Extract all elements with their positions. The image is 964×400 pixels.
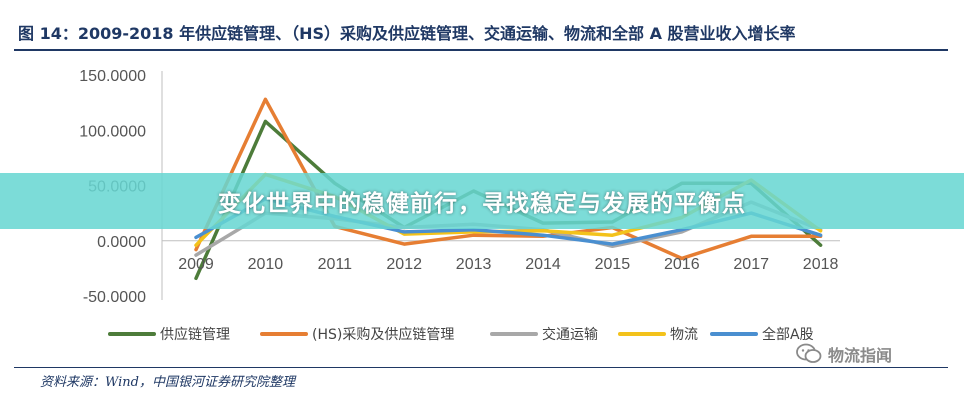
- x-tick-label: 2014: [525, 256, 561, 273]
- banner-text: 变化世界中的稳健前行，寻找稳定与发展的平衡点: [218, 191, 746, 217]
- y-tick-label: 0.0000: [97, 234, 146, 251]
- x-tick-label: 2012: [386, 256, 422, 273]
- source-note: 资料来源：Wind，中国银河证券研究院整理: [40, 375, 295, 390]
- x-tick-label: 2018: [803, 256, 839, 273]
- legend-label: 交通运输: [542, 326, 598, 343]
- x-tick-label: 2009: [178, 256, 214, 273]
- title-divider: [14, 49, 948, 51]
- watermark-text: 物流指闻: [828, 346, 893, 365]
- legend-label: 物流: [670, 327, 698, 343]
- legend-label: 供应链管理: [160, 326, 230, 343]
- y-tick-label: 100.0000: [79, 123, 146, 140]
- legend: 供应链管理 (HS)采购及供应链管理 交通运输 物流 全部A股: [108, 326, 814, 343]
- x-tick-label: 2016: [664, 256, 700, 273]
- figure-title: 图 14：2009-2018 年供应链管理、（HS）采购及供应链管理、交通运输、…: [18, 24, 796, 43]
- legend-label: 全部A股: [762, 326, 814, 343]
- y-tick-label: 150.0000: [79, 68, 146, 85]
- watermark: 物流指闻: [796, 342, 892, 366]
- x-tick-labels: 2009 2010 2011 2012 2013 2014 2015 2016 2017 2018: [178, 256, 838, 273]
- wechat-icon: [796, 343, 822, 365]
- series-line-2: [194, 97, 823, 261]
- x-tick-label: 2015: [595, 256, 631, 273]
- headline-banner: 变化世界中的稳健前行，寻找稳定与发展的平衡点: [0, 173, 964, 229]
- y-tick-label: -50.0000: [83, 289, 146, 306]
- legend-label: (HS)采购及供应链管理: [312, 326, 454, 343]
- x-tick-label: 2013: [456, 256, 492, 273]
- footer-divider: [14, 367, 948, 368]
- x-tick-label: 2010: [248, 256, 284, 273]
- x-tick-label: 2017: [733, 256, 769, 273]
- x-tick-label: 2011: [318, 256, 353, 273]
